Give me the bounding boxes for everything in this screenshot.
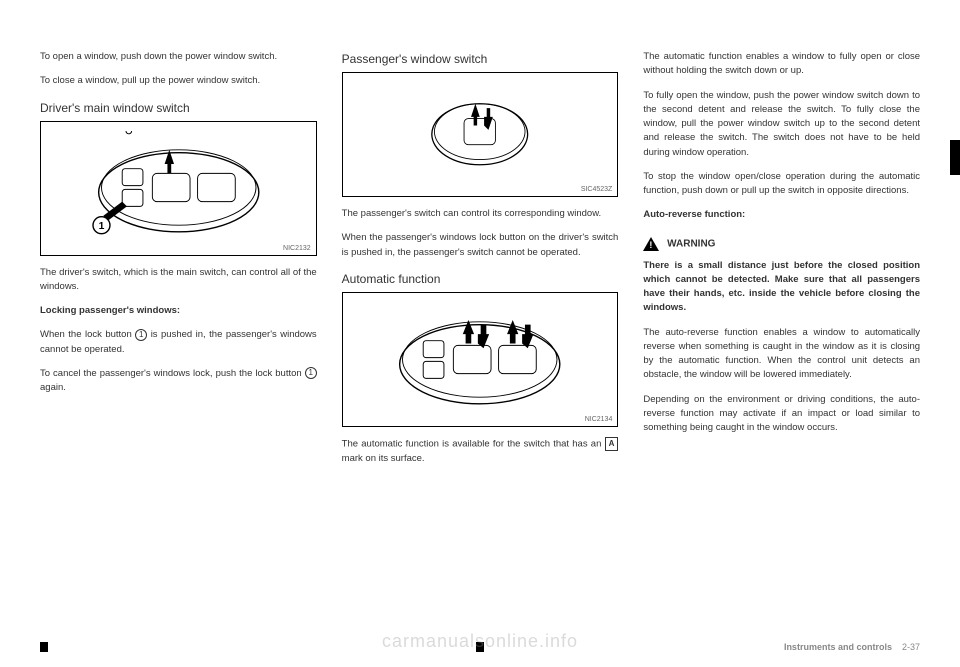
text-fragment: To cancel the passenger's windows lock, …: [40, 368, 305, 379]
para-auto-available: The automatic function is available for …: [342, 437, 619, 466]
figure-driver-switch: 1 NIC2132: [40, 121, 317, 256]
heading-passenger-switch: Passenger's window switch: [342, 52, 619, 66]
para-passenger-lock: When the passenger's windows lock button…: [342, 231, 619, 260]
figure-caption: SIC4523Z: [581, 186, 613, 193]
crop-mark-icon: [476, 642, 484, 652]
figure-caption: NIC2132: [283, 245, 311, 252]
para-open-window: To open a window, push down the power wi…: [40, 50, 317, 64]
content-columns: To open a window, push down the power wi…: [40, 50, 920, 620]
column-3: The automatic function enables a window …: [643, 50, 920, 620]
passenger-switch-illustration: [363, 82, 596, 187]
para-locking-heading: Locking passenger's windows:: [40, 304, 317, 318]
circled-number-icon: 1: [135, 329, 147, 341]
warning-block: WARNING: [643, 237, 920, 251]
figure-automatic: NIC2134: [342, 292, 619, 427]
heading-automatic: Automatic function: [342, 272, 619, 286]
text-fragment: mark on its surface.: [342, 453, 425, 464]
para-depending: Depending on the environment or driving …: [643, 393, 920, 436]
footer-center-mark: [40, 642, 920, 652]
boxed-letter-icon: A: [605, 437, 619, 451]
para-lock-button: When the lock button 1 is pushed in, the…: [40, 328, 317, 357]
column-2: Passenger's window switch SIC4523Z The p…: [342, 50, 619, 620]
section-tab: [950, 140, 960, 175]
svg-text:1: 1: [98, 221, 104, 232]
circled-number-icon: 1: [305, 367, 317, 379]
figure-caption: NIC2134: [585, 416, 613, 423]
text-fragment: again.: [40, 382, 66, 393]
text-fragment: The automatic function is available for …: [342, 438, 605, 449]
warning-triangle-icon: [643, 237, 659, 251]
para-auto-reverse-desc: The auto-reverse function enables a wind…: [643, 326, 920, 383]
para-auto-reverse-heading: Auto-reverse function:: [643, 208, 920, 222]
para-stop-operation: To stop the window open/close operation …: [643, 170, 920, 199]
para-cancel-lock: To cancel the passenger's windows lock, …: [40, 367, 317, 396]
column-1: To open a window, push down the power wi…: [40, 50, 317, 620]
para-passenger-desc: The passenger's switch can control its c…: [342, 207, 619, 221]
para-driver-switch-desc: The driver's switch, which is the main s…: [40, 266, 317, 295]
automatic-switch-illustration: [363, 303, 596, 416]
para-auto-enables: The automatic function enables a window …: [643, 50, 920, 79]
para-fully-open: To fully open the window, push the power…: [643, 89, 920, 160]
text-fragment: When the lock button: [40, 329, 135, 340]
warning-label: WARNING: [667, 238, 715, 249]
figure-passenger-switch: SIC4523Z: [342, 72, 619, 197]
heading-driver-switch: Driver's main window switch: [40, 101, 317, 115]
para-warning-text: There is a small distance just before th…: [643, 259, 920, 316]
driver-switch-illustration: 1: [62, 131, 295, 244]
para-close-window: To close a window, pull up the power win…: [40, 74, 317, 88]
